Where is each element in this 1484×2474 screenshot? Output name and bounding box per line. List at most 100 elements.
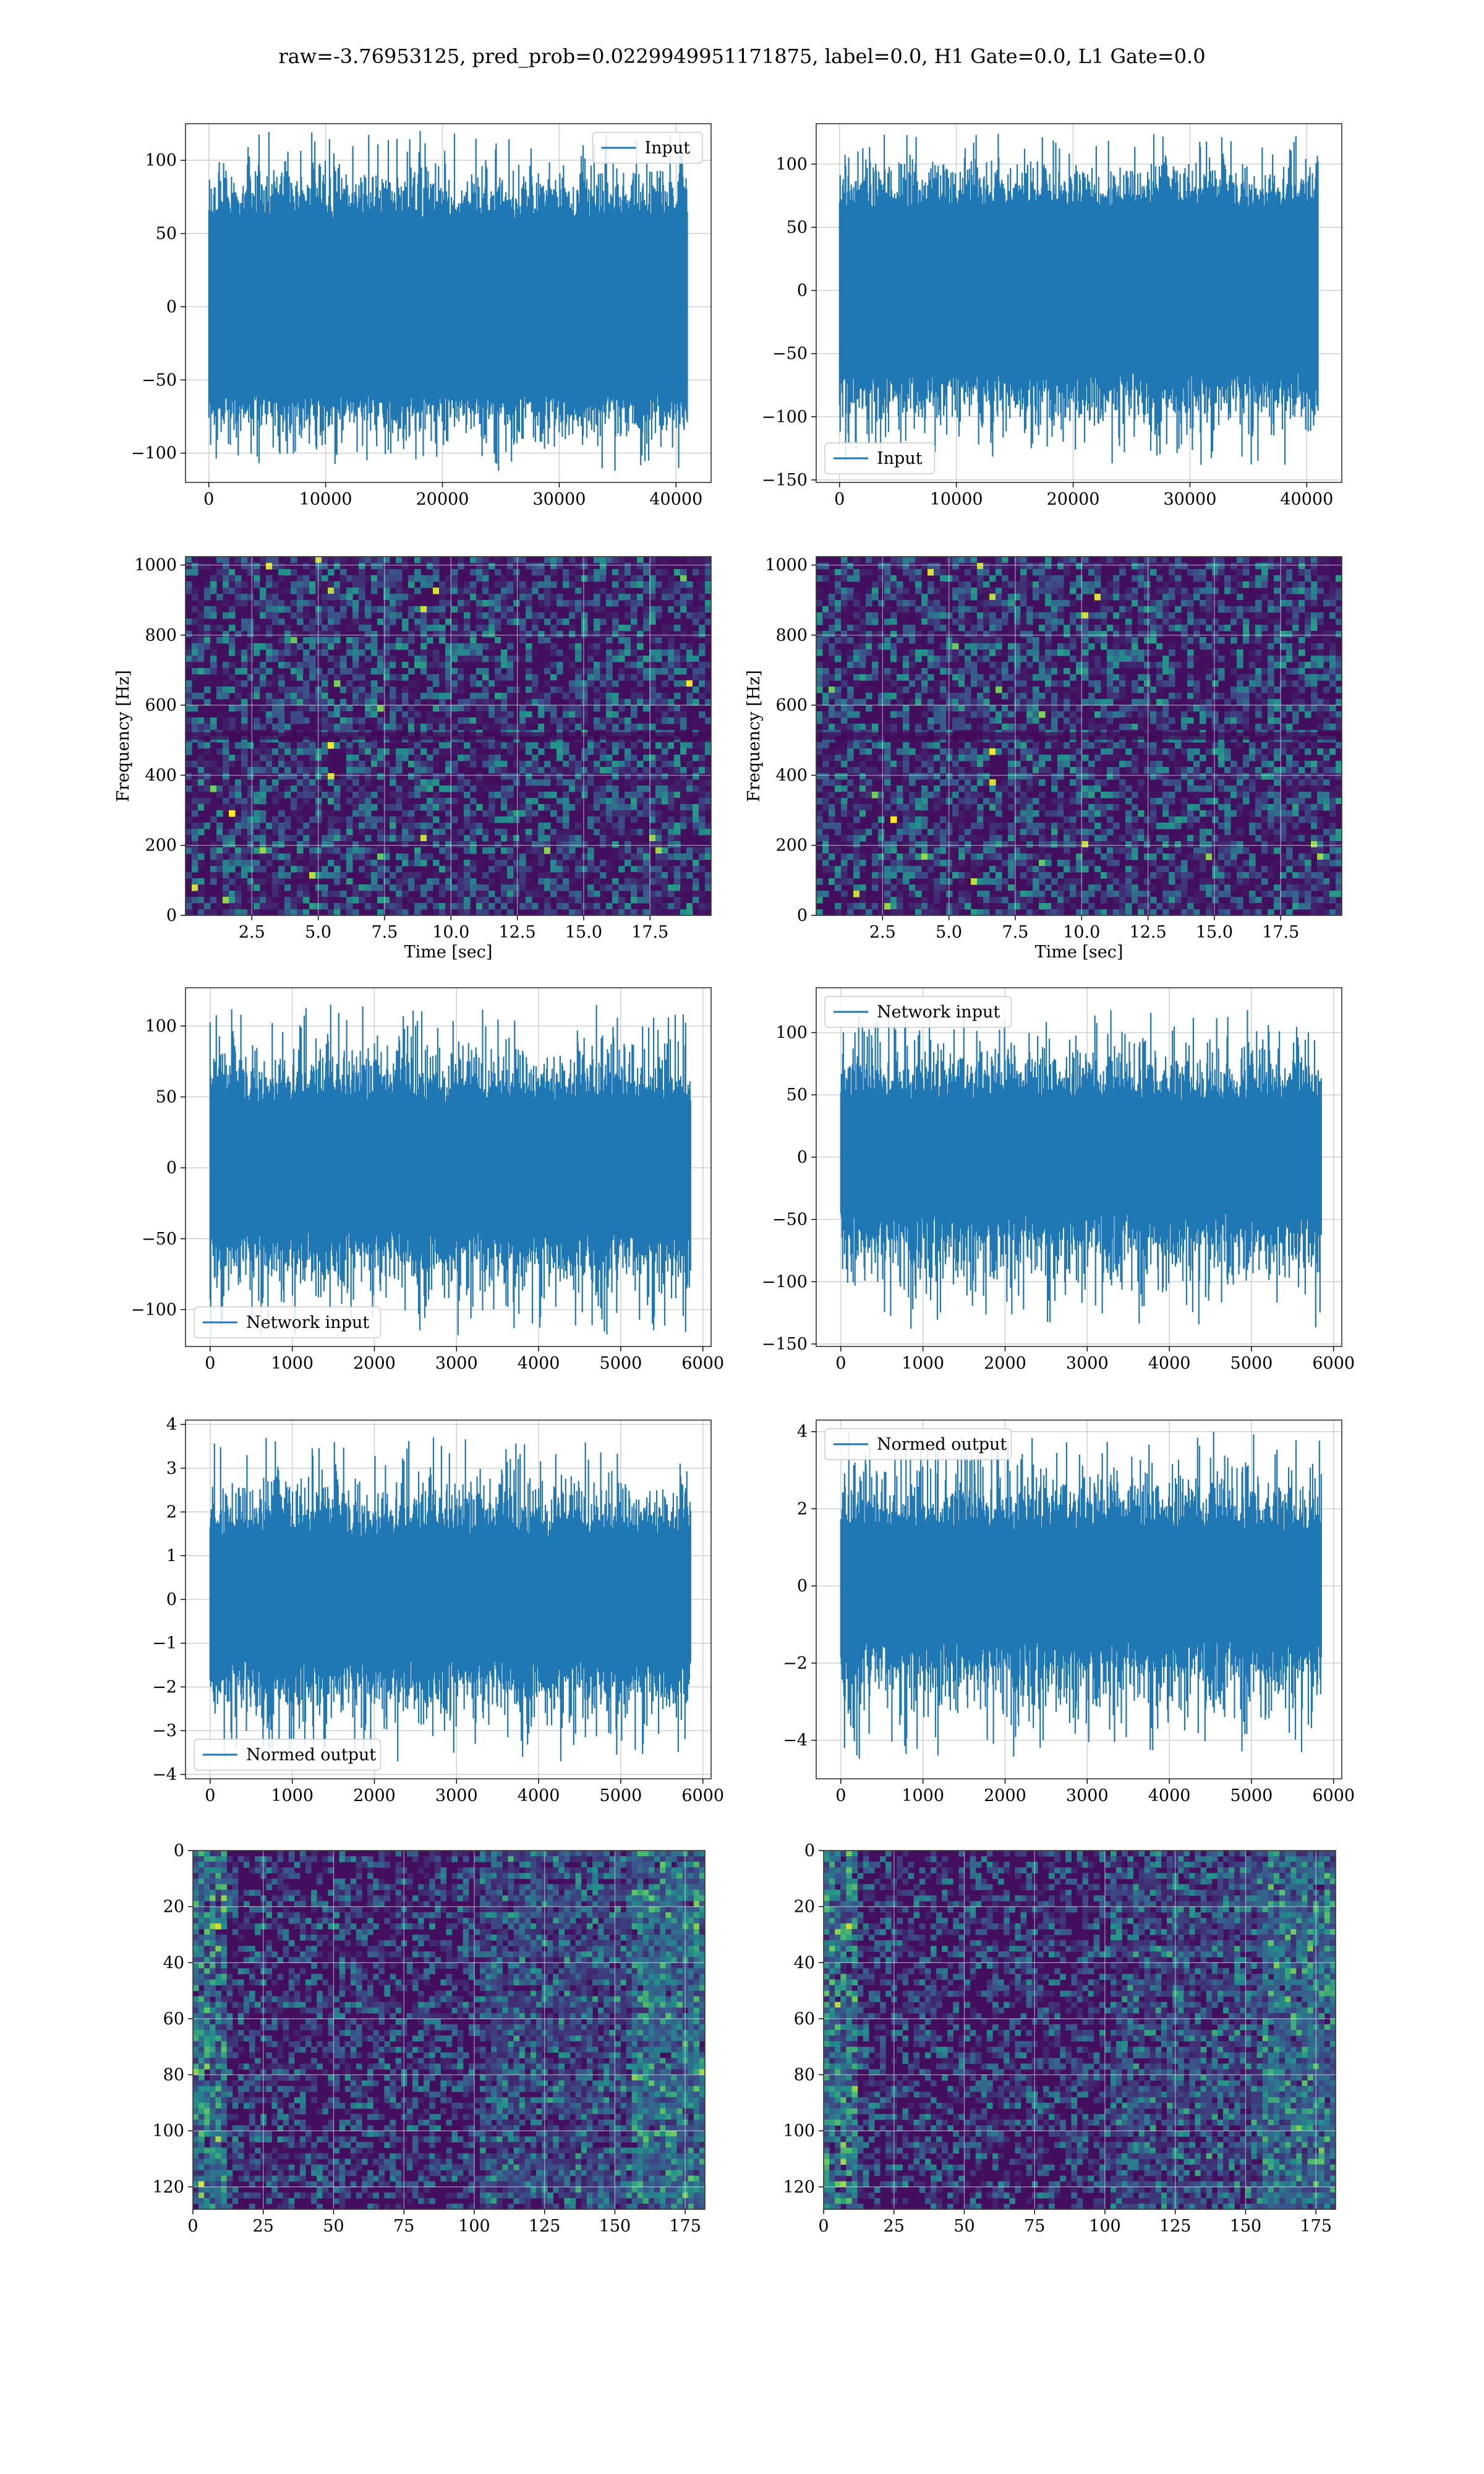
heatmap-cells bbox=[193, 1851, 705, 2209]
axes-frame bbox=[816, 1419, 1342, 1779]
y-tick-label: 80 bbox=[794, 2066, 815, 2085]
x-tick-label: 12.5 bbox=[499, 923, 536, 942]
series-core bbox=[840, 1538, 1321, 1634]
y-tick-label: 1000 bbox=[765, 556, 808, 575]
x-tick-label: 4000 bbox=[1148, 1354, 1191, 1373]
x-tick-label: 100 bbox=[458, 2217, 490, 2236]
y-tick-label: 50 bbox=[787, 1085, 808, 1105]
x-tick-label: 125 bbox=[529, 2217, 561, 2236]
y-tick-label: 1 bbox=[166, 1546, 177, 1565]
x-tick-label: 3000 bbox=[1066, 1786, 1109, 1805]
x-tick-label: 3000 bbox=[1066, 1354, 1109, 1373]
y-tick-label: −50 bbox=[142, 370, 177, 390]
y-tick-label: 4 bbox=[797, 1423, 808, 1442]
x-tick-label: 17.5 bbox=[631, 923, 668, 942]
y-tick-label: 100 bbox=[783, 2121, 815, 2141]
heatmap-cells bbox=[186, 557, 711, 915]
y-tick-label: 80 bbox=[163, 2066, 184, 2085]
y-tick-label: 60 bbox=[794, 2010, 815, 2029]
x-tick-label: 0 bbox=[818, 2217, 829, 2236]
legend-box bbox=[824, 1428, 1012, 1460]
y-tick-label: 120 bbox=[783, 2178, 815, 2197]
x-tick-label: 4000 bbox=[1148, 1786, 1191, 1805]
x-tick-label: 5000 bbox=[600, 1786, 642, 1805]
panel-l1-feature-map: 0 25 50 75 100 125 150 175 0 20 40 60 80 100 120 bbox=[783, 1841, 1336, 2236]
y-tick-label: 0 bbox=[804, 1841, 815, 1860]
x-tick-label: 50 bbox=[323, 2217, 344, 2236]
x-tick-label: 75 bbox=[1024, 2217, 1045, 2236]
legend: Normed output bbox=[824, 1428, 1012, 1460]
y-tick-label: −100 bbox=[762, 408, 808, 427]
x-tick-label: 5.0 bbox=[936, 923, 962, 942]
series-core bbox=[210, 1545, 691, 1654]
x-tick-label: 25 bbox=[884, 2217, 905, 2236]
legend-box bbox=[194, 1306, 382, 1338]
legend: Normed output bbox=[194, 1739, 382, 1771]
y-tick-label: 100 bbox=[145, 151, 177, 170]
x-axis-label: Time [sec] bbox=[1035, 943, 1124, 962]
y-tick-label: 100 bbox=[152, 2121, 184, 2141]
x-tick-label: 10000 bbox=[299, 490, 352, 509]
y-tick-label: 40 bbox=[794, 1953, 815, 1972]
legend-label: Input bbox=[877, 449, 923, 468]
x-tick-label: 75 bbox=[393, 2217, 414, 2236]
heatmap-cells bbox=[824, 1851, 1336, 2209]
x-tick-label: 175 bbox=[1300, 2217, 1332, 2236]
series-core bbox=[839, 218, 1318, 363]
x-tick-label: 0 bbox=[205, 1786, 215, 1805]
x-tick-label: 10000 bbox=[930, 490, 983, 509]
panel-l1-network-input: 0 1000 2000 3000 4000 5000 6000 −150 −100 −50 0 50 1… bbox=[762, 987, 1355, 1373]
axes-frame bbox=[816, 556, 1342, 916]
y-tick-label: 50 bbox=[156, 225, 177, 244]
axes-frame bbox=[816, 123, 1342, 483]
y-tick-label: 2 bbox=[166, 1503, 177, 1522]
legend-label: Normed output bbox=[877, 1435, 1007, 1454]
y-tick-label: 400 bbox=[145, 766, 177, 785]
x-axis-label: Time [sec] bbox=[404, 943, 493, 962]
x-tick-label: 7.5 bbox=[371, 923, 398, 942]
x-tick-label: 6000 bbox=[1312, 1354, 1355, 1373]
x-tick-label: 5000 bbox=[1230, 1354, 1273, 1373]
legend: Input bbox=[592, 132, 703, 164]
x-tick-label: 3000 bbox=[435, 1354, 478, 1373]
y-tick-label: −100 bbox=[131, 1300, 177, 1319]
y-tick-label: 0 bbox=[174, 1841, 184, 1860]
x-tick-label: 6000 bbox=[1312, 1786, 1355, 1805]
x-tick-label: 175 bbox=[669, 2217, 701, 2236]
y-tick-label: 100 bbox=[145, 1017, 177, 1036]
series-core bbox=[840, 1108, 1321, 1207]
x-tick-label: 5.0 bbox=[305, 923, 331, 942]
x-tick-label: 3000 bbox=[435, 1786, 478, 1805]
y-tick-label: 800 bbox=[145, 626, 177, 645]
x-tick-label: 30000 bbox=[1163, 490, 1216, 509]
x-tick-label: 50 bbox=[953, 2217, 974, 2236]
x-tick-label: 40000 bbox=[649, 490, 702, 509]
y-axis-label: Frequency [Hz] bbox=[114, 670, 133, 802]
y-tick-label: 60 bbox=[163, 2010, 184, 2029]
y-tick-label: 50 bbox=[787, 218, 808, 237]
x-tick-label: 1000 bbox=[271, 1354, 313, 1373]
series-core bbox=[210, 1111, 691, 1224]
y-tick-label: −100 bbox=[131, 444, 177, 463]
y-tick-label: 50 bbox=[156, 1088, 177, 1107]
x-tick-label: 125 bbox=[1159, 2217, 1192, 2236]
axes-frame bbox=[185, 556, 712, 916]
y-tick-label: −3 bbox=[152, 1721, 177, 1740]
x-tick-label: 2000 bbox=[353, 1354, 396, 1373]
y-tick-label: 120 bbox=[152, 2178, 184, 2197]
y-tick-label: 800 bbox=[775, 626, 808, 645]
x-tick-label: 6000 bbox=[681, 1354, 724, 1373]
legend-label: Network input bbox=[877, 1003, 1000, 1022]
y-tick-label: 0 bbox=[166, 297, 177, 317]
y-tick-label: 20 bbox=[163, 1898, 184, 1917]
legend-label: Normed output bbox=[246, 1745, 376, 1765]
x-tick-label: 25 bbox=[253, 2217, 274, 2236]
panel-l1-input: 0 10000 20000 30000 40000 −150 −100 −50 0 50 100 In… bbox=[762, 123, 1342, 509]
x-tick-label: 5000 bbox=[1230, 1786, 1273, 1805]
y-tick-label: 0 bbox=[166, 1590, 177, 1609]
x-tick-label: 20000 bbox=[1047, 490, 1100, 509]
x-tick-label: 17.5 bbox=[1262, 923, 1299, 942]
y-tick-label: −150 bbox=[762, 471, 808, 490]
x-tick-label: 10.0 bbox=[1063, 923, 1100, 942]
